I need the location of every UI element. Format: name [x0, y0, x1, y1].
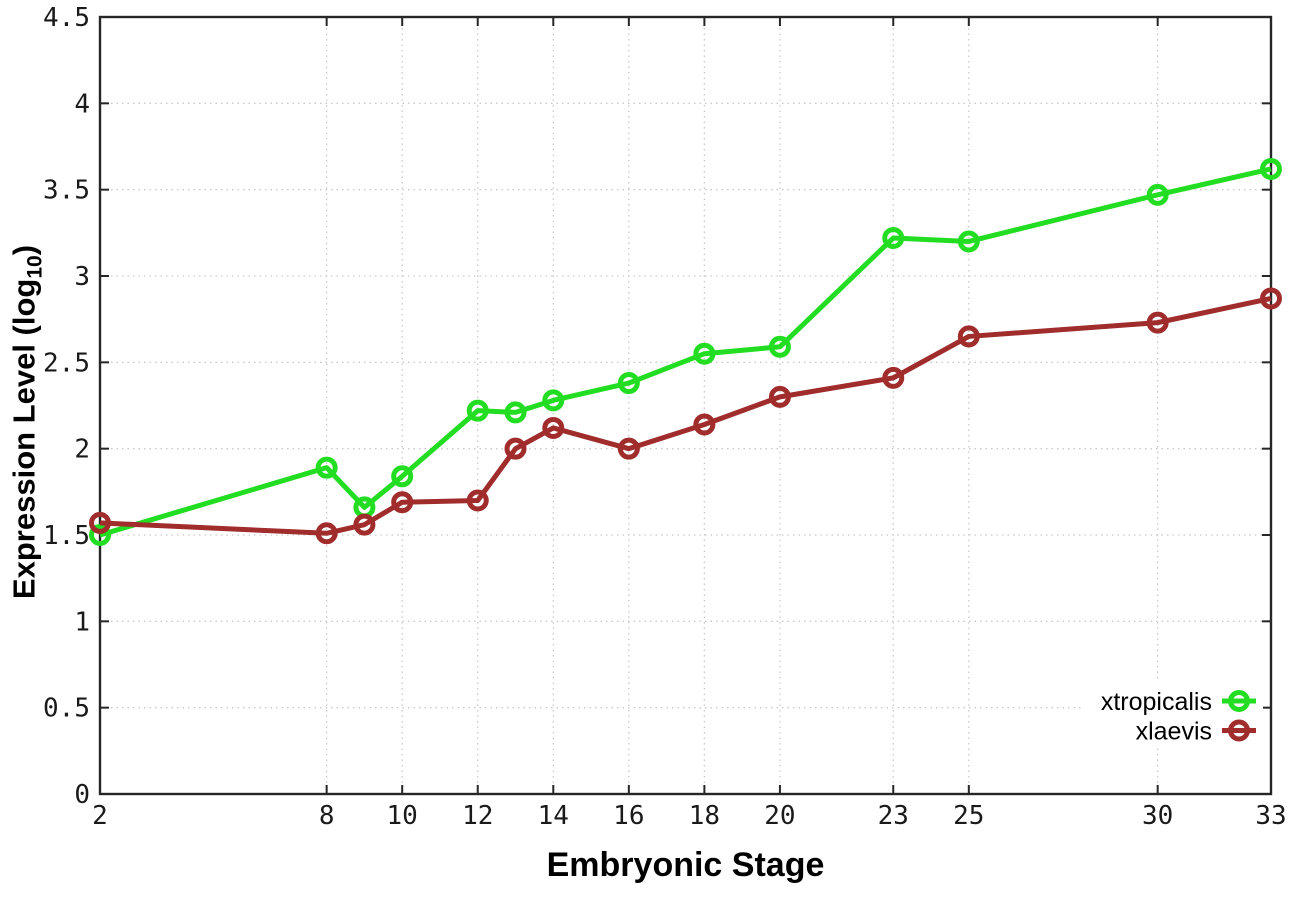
y-tick-label: 3.5	[43, 176, 90, 206]
data-point-xtropicalis	[391, 465, 414, 488]
gridlines	[100, 17, 1271, 794]
legend-marker-xlaevis	[1228, 719, 1250, 742]
plot-border	[98, 15, 1273, 796]
data-point-xtropicalis	[504, 401, 527, 424]
data-point-xlaevis	[957, 325, 980, 348]
data-point-xlaevis	[882, 366, 905, 389]
data-point-xtropicalis	[89, 524, 111, 546]
data-point-xtropicalis	[466, 399, 489, 422]
axis-ticks	[99, 16, 1272, 795]
x-tick-label: 14	[538, 801, 569, 831]
data-point-xtropicalis	[315, 456, 338, 479]
x-tick-label: 33	[1255, 801, 1286, 831]
data-point-xtropicalis	[768, 335, 791, 358]
x-tick-label: 23	[878, 801, 909, 831]
data-point-xlaevis	[768, 385, 791, 408]
data-point-xtropicalis	[1146, 183, 1169, 206]
x-tick-label: 18	[689, 801, 720, 831]
data-point-xlaevis	[1260, 287, 1282, 310]
x-tick-labels: 2 8 10 12 14 16 18 20 23 25 30 33	[92, 801, 1286, 831]
data-point-xlaevis	[391, 491, 414, 514]
x-tick-label: 12	[462, 801, 493, 831]
data-point-xtropicalis	[957, 230, 980, 253]
legend-marker-xtropicalis	[1228, 690, 1250, 712]
y-tick-label: 4.5	[43, 3, 90, 33]
data-point-xlaevis	[693, 413, 716, 436]
x-tick-label: 25	[953, 801, 984, 831]
data-point-xlaevis	[466, 489, 489, 512]
series-line-xlaevis	[99, 296, 1272, 536]
data-point-xlaevis	[542, 416, 565, 439]
legend-label-xtropicalis: xtropicalis	[1101, 688, 1212, 716]
data-point-xlaevis	[89, 511, 111, 534]
y-tick-label: 2.5	[43, 348, 90, 378]
legend-label-xlaevis: xlaevis	[1136, 718, 1212, 746]
series-line-xtropicalis	[99, 166, 1272, 538]
y-tick-label: 2	[74, 435, 90, 465]
x-tick-label: 10	[387, 801, 418, 831]
data-point-xtropicalis	[617, 372, 640, 395]
data-point-xlaevis	[617, 437, 640, 460]
y-tick-label: 4	[74, 89, 90, 119]
y-tick-label: 0.5	[43, 694, 90, 724]
data-point-xlaevis	[504, 437, 527, 460]
data-point-xtropicalis	[1260, 157, 1282, 180]
data-point-xtropicalis	[882, 227, 905, 250]
data-point-xlaevis	[1146, 311, 1169, 334]
y-tick-label: 1	[74, 607, 90, 637]
x-tick-label: 8	[319, 801, 335, 831]
x-tick-label: 16	[613, 801, 644, 831]
y-tick-label: 1.5	[43, 521, 90, 551]
x-tick-label: 2	[92, 801, 108, 831]
y-tick-label: 3	[74, 262, 90, 292]
series-xlaevis	[89, 287, 1282, 545]
data-point-xtropicalis	[693, 342, 716, 365]
y-tick-label: 0	[74, 780, 90, 810]
y-tick-labels: 0 0.5 1 1.5 2 2.5 3 3.5 4 4.5	[43, 3, 90, 810]
x-tick-label: 20	[764, 801, 795, 831]
data-point-xlaevis	[353, 513, 376, 536]
series-xtropicalis	[89, 157, 1282, 546]
data-point-xlaevis	[315, 522, 338, 545]
data-point-xtropicalis	[542, 389, 565, 412]
x-tick-label: 30	[1142, 801, 1173, 831]
